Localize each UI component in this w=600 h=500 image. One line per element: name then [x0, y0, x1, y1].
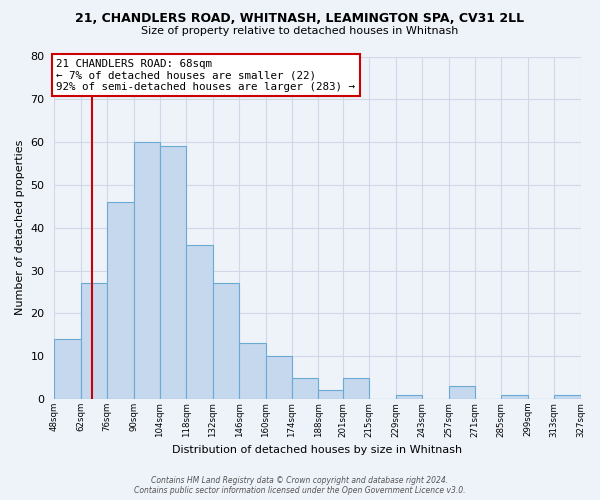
Bar: [396, 394, 422, 399]
Text: Size of property relative to detached houses in Whitnash: Size of property relative to detached ho…: [142, 26, 458, 36]
Bar: [266, 356, 292, 399]
Bar: [292, 378, 319, 399]
Bar: [343, 378, 370, 399]
Bar: [213, 284, 239, 399]
Bar: [134, 142, 160, 399]
Bar: [55, 339, 81, 399]
Bar: [449, 386, 475, 399]
X-axis label: Distribution of detached houses by size in Whitnash: Distribution of detached houses by size …: [172, 445, 463, 455]
Bar: [81, 284, 107, 399]
Bar: [187, 245, 213, 399]
Bar: [554, 394, 581, 399]
Text: 21 CHANDLERS ROAD: 68sqm
← 7% of detached houses are smaller (22)
92% of semi-de: 21 CHANDLERS ROAD: 68sqm ← 7% of detache…: [56, 58, 355, 92]
Text: Contains HM Land Registry data © Crown copyright and database right 2024.
Contai: Contains HM Land Registry data © Crown c…: [134, 476, 466, 495]
Bar: [502, 394, 528, 399]
Y-axis label: Number of detached properties: Number of detached properties: [15, 140, 25, 316]
Bar: [239, 344, 266, 399]
Text: 21, CHANDLERS ROAD, WHITNASH, LEAMINGTON SPA, CV31 2LL: 21, CHANDLERS ROAD, WHITNASH, LEAMINGTON…: [76, 12, 524, 26]
Bar: [160, 146, 187, 399]
Bar: [319, 390, 343, 399]
Bar: [107, 202, 134, 399]
